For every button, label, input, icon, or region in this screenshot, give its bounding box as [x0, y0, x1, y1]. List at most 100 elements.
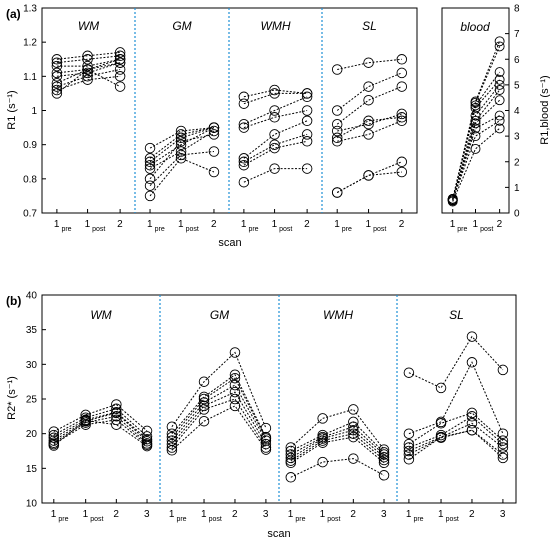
x-tick-main: 2: [350, 509, 356, 520]
series-line: [452, 99, 500, 201]
series-line: [408, 429, 504, 460]
x-tick-main: 1: [334, 219, 340, 230]
data-point: [435, 418, 447, 429]
series-line: [408, 415, 504, 448]
series-line: [336, 161, 402, 193]
data-point: [238, 91, 250, 103]
x-tick-sub: post: [209, 516, 222, 523]
series-line: [53, 415, 148, 444]
data-point: [285, 457, 297, 469]
data-point: [497, 452, 509, 464]
data-point: [208, 166, 220, 178]
series-line: [171, 391, 267, 445]
data-point: [403, 445, 415, 457]
data-point: [80, 415, 91, 426]
y-tick-label: 0.9: [23, 140, 37, 151]
data-point: [396, 54, 408, 65]
data-point: [208, 122, 220, 133]
data-point: [48, 426, 60, 437]
x-tick-main: 1: [288, 509, 294, 520]
data-point: [238, 156, 250, 168]
data-point: [363, 118, 374, 130]
data-point: [497, 364, 509, 376]
series-line: [56, 58, 121, 67]
data-point: [348, 421, 359, 432]
data-point: [285, 449, 297, 460]
series-line: [290, 426, 385, 455]
data-point: [51, 54, 63, 65]
series-line: [149, 127, 215, 166]
data-point: [82, 64, 93, 75]
x-tick-label: 1 post: [438, 509, 459, 523]
y-tick-label: 7: [514, 29, 520, 40]
data-point: [378, 444, 390, 455]
data-point: [229, 347, 241, 358]
data-point: [114, 50, 126, 62]
x-tick-sub: post: [90, 516, 103, 523]
x-tick-main: 1: [51, 509, 57, 520]
x-tick-label: 1 pre: [288, 509, 306, 523]
data-point: [229, 372, 241, 384]
x-tick-label: 1 post: [201, 509, 222, 523]
data-point: [494, 67, 505, 78]
data-point: [470, 115, 481, 126]
data-point: [238, 122, 250, 133]
data-point: [285, 442, 297, 453]
x-tick-sub: pre: [295, 516, 305, 523]
data-point: [470, 118, 481, 129]
panel-label: (a): [6, 7, 21, 21]
x-tick-label: 1 post: [85, 219, 106, 233]
data-point: [198, 415, 210, 427]
x-tick-label: 1 pre: [54, 219, 72, 233]
data-point: [260, 435, 272, 446]
x-tick-sub: pre: [413, 516, 423, 523]
data-point: [269, 142, 280, 154]
x-tick-label: 1 post: [272, 219, 293, 233]
x-tick-main: 2: [469, 509, 475, 520]
data-point: [331, 125, 343, 137]
y-tick-label: 25: [26, 395, 38, 406]
x-tick-main: 1: [473, 219, 479, 230]
data-point: [363, 81, 374, 92]
data-point: [114, 54, 126, 65]
series-line: [53, 408, 148, 437]
data-point: [378, 470, 390, 481]
data-point: [494, 74, 505, 85]
x-tick-label: 1 pre: [406, 509, 424, 523]
x-tick-sub: pre: [342, 226, 352, 233]
data-point: [198, 376, 210, 387]
data-point: [363, 57, 374, 68]
x-tick-sub: post: [92, 226, 105, 233]
y-tick-label: 30: [26, 360, 38, 371]
data-point: [144, 163, 156, 174]
data-point: [378, 451, 390, 463]
x-tick-label: 3: [263, 509, 269, 520]
x-tick-main: 2: [113, 509, 119, 520]
y-tick-label: 35: [26, 325, 38, 336]
data-point: [114, 81, 126, 92]
data-point: [470, 123, 481, 134]
data-point: [229, 369, 241, 380]
x-tick-label: 1 post: [83, 509, 104, 523]
data-point: [198, 397, 210, 408]
data-point: [447, 196, 458, 207]
y-tick-label: 1.2: [23, 38, 37, 49]
axes-frame: [441, 7, 510, 214]
data-point: [198, 404, 210, 415]
data-point: [175, 132, 187, 144]
data-point: [82, 74, 93, 85]
data-point: [363, 115, 374, 127]
data-point: [497, 428, 509, 439]
data-point: [51, 60, 63, 72]
group-wm: WM1 pre 1 post 2 3: [48, 308, 153, 523]
x-tick-sub: pre: [155, 226, 165, 233]
data-point: [51, 57, 63, 68]
data-point: [111, 407, 122, 419]
data-point: [348, 453, 359, 464]
x-axis-label: scan: [218, 237, 241, 249]
data-point: [494, 79, 505, 90]
data-point: [348, 428, 359, 439]
